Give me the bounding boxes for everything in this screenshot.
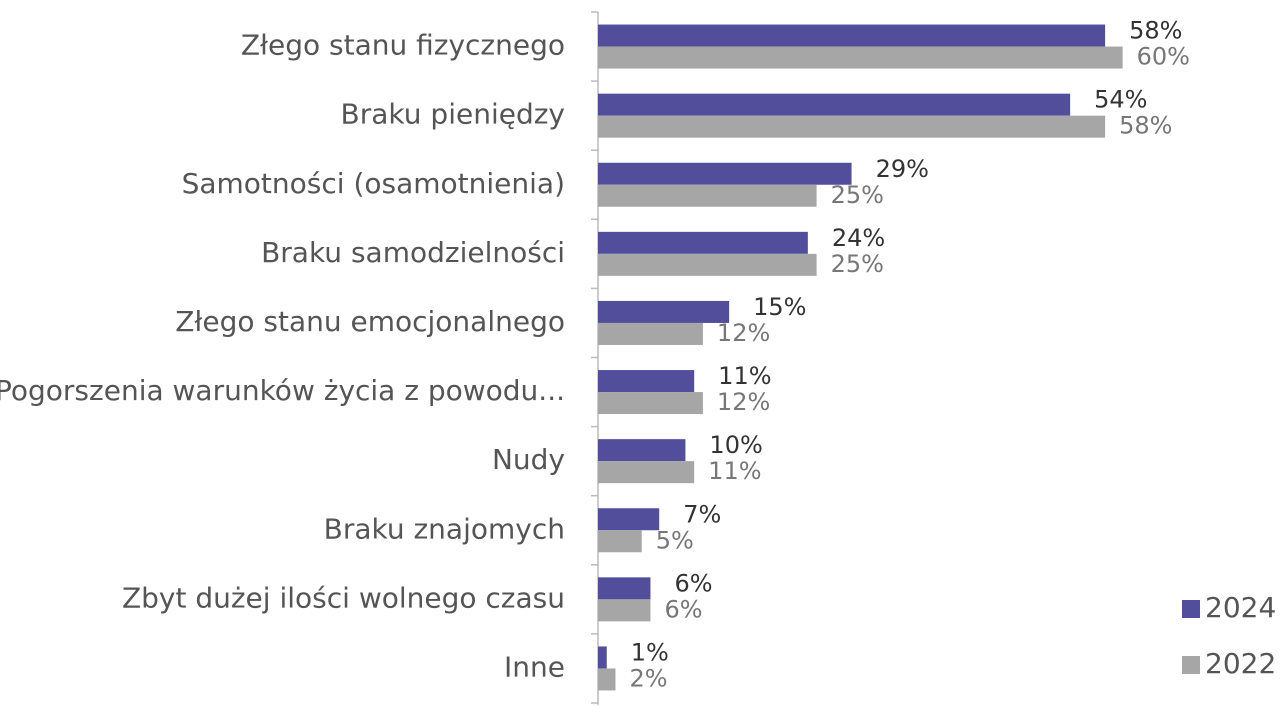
bar [598, 322, 703, 345]
value-label: 12% [717, 319, 770, 347]
bar [598, 231, 808, 254]
legend-swatch [1182, 600, 1200, 618]
bar [598, 461, 695, 484]
bar [598, 24, 1106, 47]
value-label: 10% [709, 431, 762, 459]
category-label: Inne [504, 650, 565, 683]
category-label: Złego stanu fizycznego [241, 29, 565, 62]
value-label: 11% [718, 362, 771, 390]
bar [598, 508, 660, 531]
bar [598, 184, 817, 207]
bar [598, 370, 695, 393]
category-label: Złego stanu emocjonalnego [175, 305, 565, 338]
legend-swatch [1182, 656, 1200, 674]
bar [598, 646, 607, 669]
category-label: Zbyt dużej ilości wolnego czasu [122, 581, 565, 614]
bar [598, 253, 817, 276]
bar [598, 599, 651, 622]
bar [598, 668, 616, 691]
bar [598, 300, 730, 323]
bar [598, 577, 651, 600]
value-label: 58% [1129, 17, 1182, 45]
value-label: 5% [656, 526, 694, 554]
value-label: 15% [753, 293, 806, 321]
category-label: Samotności (osamotnienia) [182, 167, 565, 200]
value-label: 6% [664, 595, 702, 623]
value-label: 1% [631, 638, 669, 666]
legend-label: 2022 [1205, 647, 1276, 680]
value-label: 7% [683, 500, 721, 528]
category-label: Braku pieniędzy [341, 98, 565, 131]
bar [598, 93, 1071, 116]
value-label: 29% [876, 155, 929, 183]
value-label: 25% [831, 250, 884, 278]
value-label: 2% [629, 664, 667, 692]
category-label: Pogorszenia warunków życia z powodu... [0, 374, 565, 407]
value-label: 11% [708, 457, 761, 485]
bar [598, 162, 852, 185]
value-label: 25% [831, 181, 884, 209]
value-label: 58% [1119, 112, 1172, 140]
bar [598, 46, 1123, 69]
category-label: Braku znajomych [324, 512, 565, 545]
bar [598, 115, 1106, 138]
bar [598, 530, 642, 553]
category-label: Braku samodzielności [261, 236, 565, 269]
value-label: 60% [1137, 43, 1190, 71]
value-label: 54% [1094, 86, 1147, 114]
legend-label: 2024 [1205, 591, 1276, 624]
bar [598, 439, 686, 462]
value-label: 24% [832, 224, 885, 252]
value-label: 12% [717, 388, 770, 416]
value-label: 6% [674, 569, 712, 597]
category-label: Nudy [492, 443, 565, 476]
bar [598, 392, 703, 415]
